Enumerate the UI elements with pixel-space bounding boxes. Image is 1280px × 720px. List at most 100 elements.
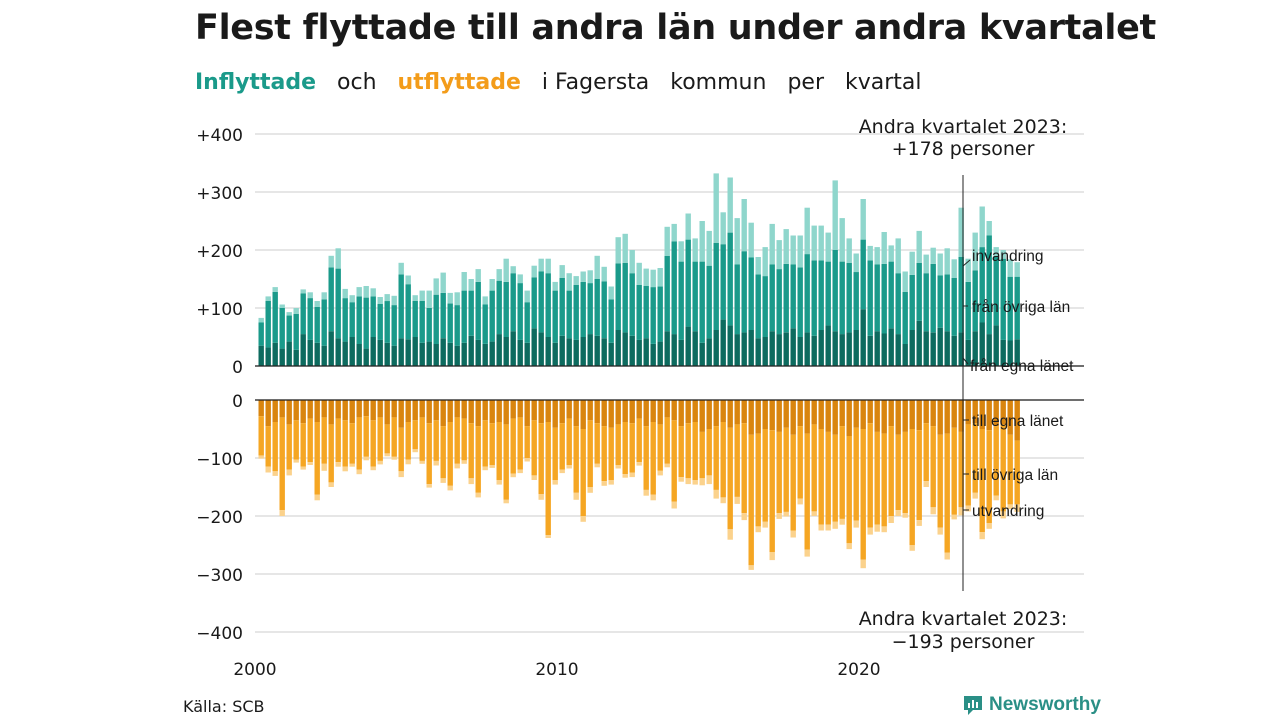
bar-out-emig: [510, 473, 516, 478]
bar-in-own: [279, 348, 285, 366]
bar-out-own: [552, 400, 558, 428]
bar-out-own: [391, 400, 397, 418]
bar-in-own: [601, 338, 607, 366]
bar-out-other: [909, 429, 915, 545]
bar-out-own: [580, 400, 586, 429]
bar-out-emig: [839, 518, 845, 525]
bar-in-own: [678, 339, 684, 366]
bar-in-other: [440, 292, 446, 339]
bar-in-immig: [678, 241, 684, 262]
bar-out-other: [811, 424, 817, 512]
bar-in-other: [986, 235, 992, 335]
bar-in-other: [790, 264, 796, 329]
label-leader-own-in: [962, 357, 969, 365]
bar-out-other: [776, 431, 782, 514]
bar-in-immig: [839, 218, 845, 262]
bar-in-own: [818, 330, 824, 366]
y-tick-bottom-label: −100: [196, 450, 243, 470]
bar-in-own: [839, 334, 845, 366]
bar-in-immig: [349, 295, 355, 303]
bar-in-immig: [846, 238, 852, 263]
bar-in-immig: [538, 258, 544, 272]
bar-out-emig: [391, 456, 397, 460]
bar-in-other: [615, 263, 621, 330]
bar-out-other: [496, 422, 502, 480]
bar-out-other: [846, 436, 852, 544]
bar-in-other: [860, 239, 866, 310]
bar-out-own: [895, 400, 901, 435]
bar-in-immig: [874, 247, 880, 265]
bar-in-own: [860, 309, 866, 366]
bar-in-own: [916, 320, 922, 366]
bar-in-other: [972, 270, 978, 332]
bar-in-other: [545, 273, 551, 337]
bar-in-own: [608, 342, 614, 366]
bar-out-emig: [671, 501, 677, 509]
bar-out-own: [734, 400, 740, 425]
bar-in-immig: [468, 279, 474, 291]
bar-out-emig: [650, 494, 656, 501]
bar-out-other: [370, 420, 376, 467]
bar-out-own: [944, 400, 950, 434]
bar-out-own: [769, 400, 775, 431]
bar-out-emig: [965, 505, 971, 512]
bar-in-immig: [398, 262, 404, 275]
bar-in-other: [811, 260, 817, 336]
bar-out-other: [342, 420, 348, 467]
bar-out-emig: [559, 469, 565, 474]
bar-out-emig: [454, 463, 460, 469]
bar-out-other: [762, 429, 768, 522]
bar-in-other: [433, 294, 439, 344]
bar-out-other: [559, 423, 565, 470]
bar-out-own: [314, 400, 320, 422]
bar-in-immig: [440, 272, 446, 293]
bar-out-other: [1014, 440, 1020, 505]
bar-in-immig: [510, 266, 516, 274]
bar-in-other: [692, 261, 698, 332]
bar-out-other: [895, 434, 901, 511]
bar-out-own: [1014, 400, 1020, 441]
y-tick-bottom-label: −200: [196, 508, 243, 528]
bar-in-immig: [419, 290, 425, 301]
bar-in-immig: [566, 273, 572, 291]
bar-out-own: [727, 400, 733, 428]
bar-in-own: [293, 349, 299, 366]
bar-in-own: [881, 333, 887, 366]
bar-in-own: [629, 335, 635, 366]
bar-in-other: [825, 261, 831, 326]
bar-out-emig: [734, 496, 740, 504]
bar-out-emig: [286, 469, 292, 476]
bar-in-own: [300, 334, 306, 366]
bar-out-other: [426, 423, 432, 485]
bar-in-other: [762, 276, 768, 337]
bar-in-immig: [279, 304, 285, 308]
bar-in-immig: [454, 292, 460, 306]
bar-out-emig: [293, 459, 299, 463]
bar-out-emig: [818, 524, 824, 531]
bar-out-emig: [797, 498, 803, 505]
bar-out-emig: [916, 520, 922, 526]
bar-out-own: [755, 400, 761, 434]
bar-in-immig: [832, 180, 838, 250]
bar-in-other: [384, 301, 390, 343]
bar-in-immig: [951, 259, 957, 278]
bar-in-other: [1014, 276, 1020, 340]
bar-in-other: [608, 299, 614, 343]
bar-out-own: [636, 400, 642, 419]
bar-out-own: [741, 400, 747, 424]
bar-in-immig: [475, 269, 481, 282]
bar-out-other: [832, 434, 838, 522]
bar-in-other: [391, 305, 397, 346]
bar-in-own: [720, 319, 726, 366]
bar-out-other: [461, 418, 467, 461]
bar-in-immig: [699, 221, 705, 262]
subtitle-kommun: kommun: [670, 70, 767, 95]
bar-out-own: [678, 400, 684, 427]
bar-in-other: [538, 271, 544, 333]
bar-in-immig: [741, 199, 747, 252]
x-tick-label: 2010: [535, 660, 578, 680]
bar-out-other: [902, 431, 908, 514]
bar-in-own: [951, 335, 957, 366]
bar-in-own: [482, 344, 488, 366]
bar-in-other: [993, 255, 999, 326]
